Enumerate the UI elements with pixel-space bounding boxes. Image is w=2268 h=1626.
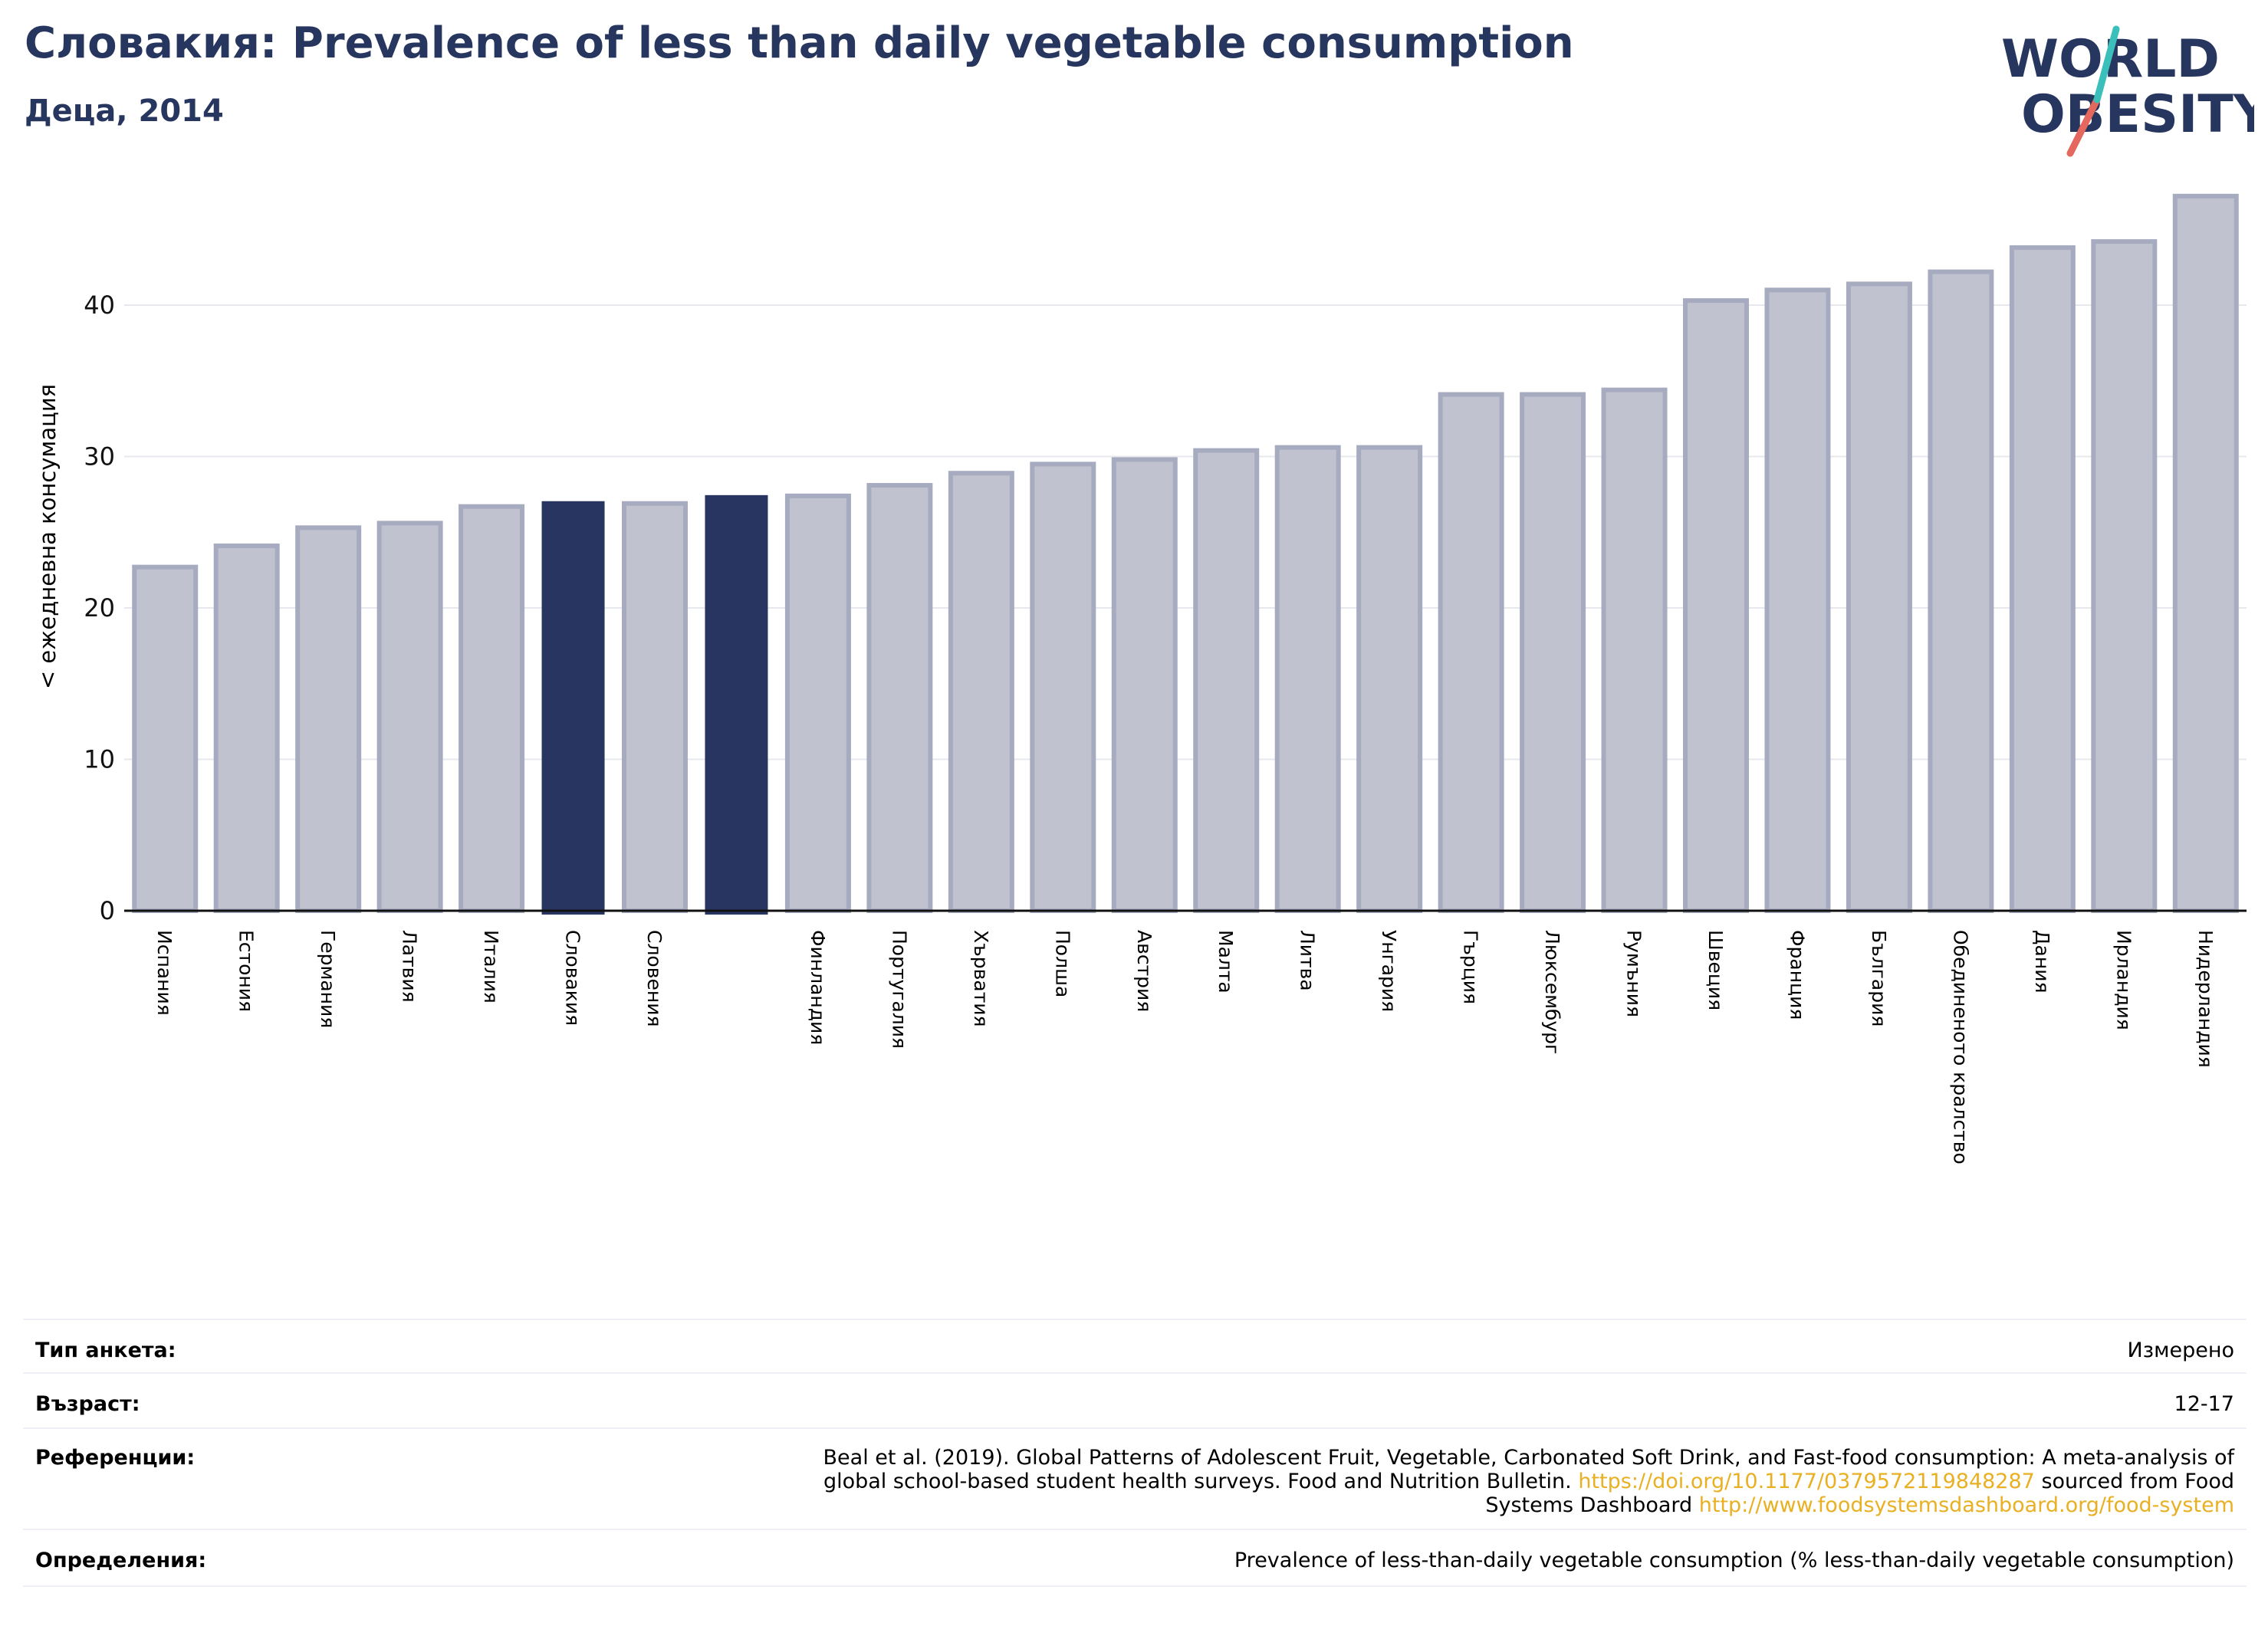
info-row-references: Референции: Beal et al. (2019). Global P…: [23, 1427, 2247, 1530]
info-label: Референции:: [35, 1446, 196, 1470]
bar: [1356, 445, 1423, 913]
references-text-part: global school-based student health surve…: [823, 1470, 1579, 1493]
bar: [622, 501, 688, 913]
x-tick-label: Испания: [153, 930, 176, 1016]
x-tick-label: Германия: [317, 930, 339, 1028]
bar: [866, 483, 933, 913]
y-tick-label: 10: [84, 745, 115, 774]
logo-text-obesity: OBESITY: [2021, 84, 2254, 145]
references-text-part: Systems Dashboard: [1485, 1493, 1699, 1517]
y-tick-label: 30: [84, 442, 115, 471]
bar: [132, 564, 199, 913]
references-text-part: sourced from Food: [2034, 1470, 2234, 1493]
x-tick-label: Обединеното кралство: [1949, 930, 1971, 1164]
world-obesity-logo: WORLD OBESITY: [2001, 25, 2254, 157]
x-tick-label: Франция: [1786, 930, 1808, 1020]
bar: [1520, 392, 1586, 913]
bar: [1193, 448, 1260, 913]
x-tick-label: Латвия: [399, 930, 421, 1003]
bar: [948, 471, 1014, 913]
bar: [1764, 287, 1831, 913]
doi-link[interactable]: https://doi.org/10.1177/0379572119848287: [1578, 1470, 2035, 1493]
references-line-2: global school-based student health surve…: [823, 1470, 2234, 1493]
bar: [1601, 387, 1668, 914]
x-tick-labels: Испания Естония Германия Латвия Италия Словак…: [153, 930, 2217, 1164]
info-label: Определения:: [35, 1549, 207, 1572]
y-axis-label: < ежедневна консумация: [35, 384, 61, 689]
bar-highlighted: [541, 501, 605, 915]
x-tick-label: Дания: [2031, 930, 2053, 993]
x-tick-label: Португалия: [888, 930, 910, 1049]
bar: [459, 504, 525, 913]
bar-highlighted: [705, 494, 768, 915]
info-value: Измерено: [2127, 1339, 2234, 1362]
x-tick-label: Австрия: [1133, 930, 1155, 1012]
bar: [2091, 239, 2158, 913]
x-tick-label: Люксембург: [1541, 930, 1563, 1054]
x-tick-label: Литва: [1297, 930, 1319, 991]
bar: [376, 521, 443, 914]
x-tick-label: Финландия: [807, 930, 829, 1045]
bars: [132, 193, 2239, 915]
bar: [1438, 392, 1504, 913]
food-systems-link[interactable]: http://www.foodsystemsdashboard.org/food…: [1698, 1493, 2234, 1517]
bar: [1111, 457, 1178, 913]
info-row-definitions: Определения: Prevalence of less-than-dai…: [23, 1529, 2247, 1587]
x-tick-label: Нидерландия: [2194, 930, 2217, 1068]
x-tick-label: Швеция: [1704, 930, 1727, 1010]
x-tick-label: България: [1868, 930, 1890, 1027]
y-tick-labels: 0 10 20 30 40: [84, 291, 115, 925]
bar: [1274, 445, 1341, 913]
x-tick-label: Хърватия: [970, 930, 992, 1027]
info-row-age: Възраст: 12-17: [23, 1372, 2247, 1429]
references-line-3: Systems Dashboard http://www.foodsystems…: [823, 1493, 2234, 1517]
x-tick-label: Полша: [1051, 930, 1073, 997]
bar: [2009, 245, 2076, 913]
x-tick-label: Естония: [235, 930, 258, 1012]
references-text: Beal et al. (2019). Global Patterns of A…: [823, 1446, 2234, 1517]
references-line-1: Beal et al. (2019). Global Patterns of A…: [823, 1446, 2234, 1470]
y-tick-label: 0: [100, 896, 115, 925]
y-tick-label: 40: [84, 291, 115, 320]
bar: [1846, 281, 1912, 914]
x-tick-label: Словения: [643, 930, 666, 1027]
y-tick-label: 20: [84, 593, 115, 622]
info-value: 12-17: [2174, 1392, 2234, 1416]
bar: [1683, 298, 1749, 913]
x-tick-label: Малта: [1215, 930, 1237, 994]
bar: [784, 493, 851, 913]
bar: [213, 544, 280, 914]
logo-slash-teal: [2093, 25, 2120, 103]
bar: [295, 525, 362, 913]
logo-slash-red: [2066, 96, 2101, 157]
bar: [2172, 193, 2239, 914]
x-tick-label: Румъния: [1623, 930, 1645, 1017]
bar: [1928, 269, 1994, 913]
x-tick-label: Унгария: [1378, 930, 1400, 1012]
x-tick-label: Италия: [480, 930, 502, 1004]
x-tick-label: Гърция: [1460, 930, 1482, 1004]
bar: [1030, 462, 1096, 913]
page-title: Словакия: Prevalence of less than daily …: [25, 18, 1574, 68]
bar-chart: Испания Естония Германия Латвия Италия Словак…: [35, 193, 2247, 1164]
x-tick-label: Ирландия: [2112, 930, 2135, 1030]
info-value: Prevalence of less-than-daily vegetable …: [1234, 1549, 2234, 1572]
info-label: Тип анкета:: [35, 1339, 176, 1362]
info-row-survey-type: Тип анкета: Измерено: [23, 1319, 2247, 1374]
page-subtitle: Деца, 2014: [25, 94, 224, 129]
x-tick-label: Словакия: [562, 930, 584, 1026]
info-label: Възраст:: [35, 1392, 140, 1416]
